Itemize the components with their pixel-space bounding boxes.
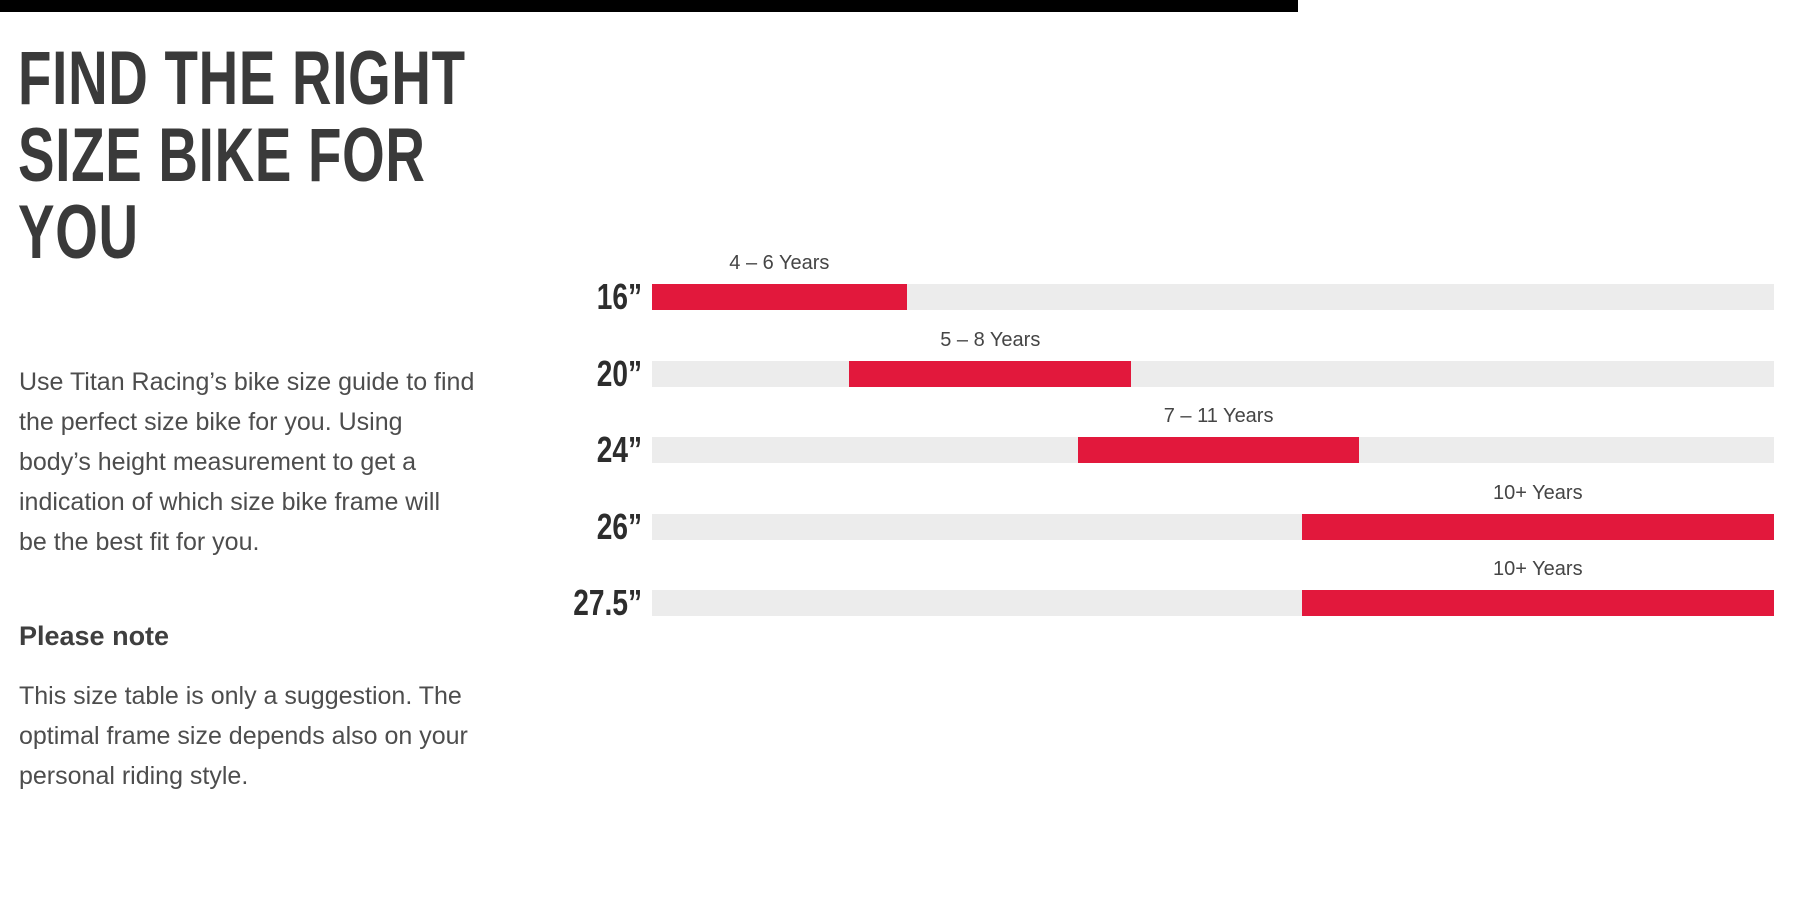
text-line: SIZE BIKE FOR [18,113,426,198]
wheel-size-label: 27.5” [573,582,642,623]
wheel-size-label: 26” [596,506,642,547]
bar-track [652,437,1774,463]
bar-track [652,590,1774,616]
page-top-header-sliver [0,0,1298,12]
text-line: optimal frame size depends also on your [19,722,468,750]
bar-track [652,284,1774,310]
age-range-label: 10+ Years [1493,482,1583,504]
intro-paragraph: Use Titan Racing’s bike size guide to fi… [19,362,474,562]
bar-track [652,514,1774,540]
wheel-size-label: 24” [596,429,642,470]
note-paragraph: This size table is only a suggestion. Th… [19,676,468,796]
age-range-label: 4 – 6 Years [729,252,830,274]
text-line: body’s height measurement to get a [19,448,417,476]
age-range-label: 7 – 11 Years [1163,405,1274,427]
note-heading: Please note [19,621,170,651]
page-title: FIND THE RIGHT SIZE BIKE FOR YOU [18,40,640,271]
wheel-size-label: 20” [596,353,642,394]
age-range-label: 5 – 8 Years [940,329,1041,351]
text-line: indication of which size bike frame will [19,488,441,516]
text-line: the perfect size bike for you. Using [19,408,403,436]
age-range-bar [652,284,907,310]
bar-track [652,361,1774,387]
text-line: be the best fit for you. [19,528,260,556]
age-range-bar [849,361,1132,387]
text-line: Use Titan Racing’s bike size guide to fi… [19,368,475,396]
wheel-size-label: 16” [596,276,642,317]
age-range-bar [1301,590,1774,616]
age-range-bar [1078,437,1359,463]
text-line: FIND THE RIGHT [18,36,466,121]
age-range-bar [1301,514,1774,540]
text-line: YOU [18,190,139,275]
text-line: personal riding style. [19,762,249,790]
age-range-label: 10+ Years [1493,558,1583,580]
text-line: This size table is only a suggestion. Th… [19,682,462,710]
